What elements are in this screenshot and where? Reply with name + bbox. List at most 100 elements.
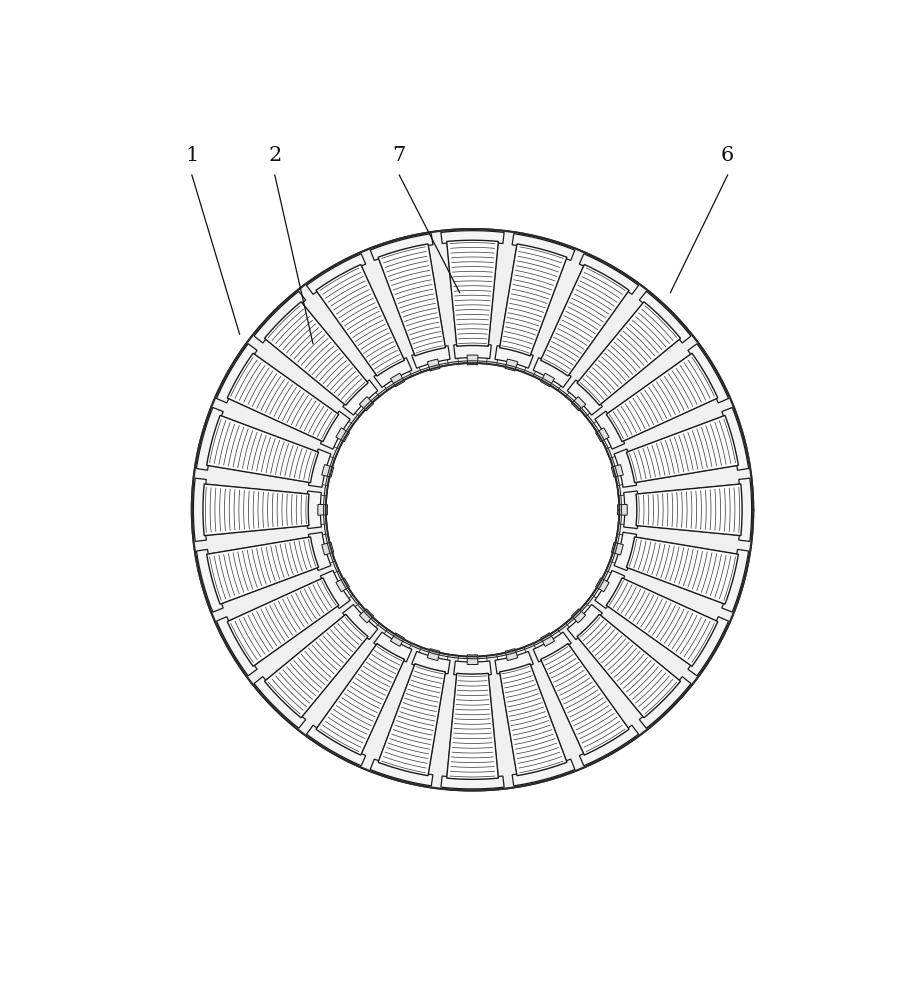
Polygon shape	[427, 649, 440, 661]
Polygon shape	[356, 247, 421, 376]
Polygon shape	[391, 633, 405, 646]
Polygon shape	[618, 504, 627, 515]
Polygon shape	[254, 677, 306, 728]
Polygon shape	[360, 397, 373, 411]
Polygon shape	[639, 291, 691, 343]
Polygon shape	[265, 302, 368, 405]
Polygon shape	[193, 524, 328, 556]
Polygon shape	[558, 623, 651, 738]
Polygon shape	[487, 655, 519, 789]
Polygon shape	[391, 373, 405, 387]
Polygon shape	[614, 532, 636, 571]
Polygon shape	[596, 578, 609, 592]
Polygon shape	[412, 651, 450, 674]
Polygon shape	[579, 254, 639, 294]
Polygon shape	[427, 359, 440, 371]
Polygon shape	[307, 491, 322, 529]
Polygon shape	[595, 570, 624, 608]
Polygon shape	[607, 353, 718, 442]
Polygon shape	[193, 463, 328, 496]
Polygon shape	[572, 397, 585, 411]
Polygon shape	[540, 644, 629, 755]
Polygon shape	[196, 549, 223, 612]
Polygon shape	[512, 759, 574, 786]
Polygon shape	[533, 632, 572, 662]
Polygon shape	[318, 504, 327, 515]
Polygon shape	[585, 331, 701, 425]
Polygon shape	[426, 655, 458, 789]
Polygon shape	[371, 759, 433, 786]
Polygon shape	[373, 632, 412, 662]
Polygon shape	[454, 344, 491, 359]
Polygon shape	[533, 358, 572, 387]
Polygon shape	[227, 353, 338, 442]
Polygon shape	[254, 291, 306, 343]
Polygon shape	[322, 465, 334, 477]
Polygon shape	[426, 230, 458, 365]
Circle shape	[325, 363, 620, 657]
Polygon shape	[639, 677, 691, 728]
Polygon shape	[196, 407, 223, 470]
Polygon shape	[356, 643, 421, 773]
Polygon shape	[524, 247, 589, 376]
Polygon shape	[607, 578, 718, 666]
Polygon shape	[567, 605, 602, 640]
Polygon shape	[467, 355, 478, 365]
Polygon shape	[611, 465, 623, 477]
Polygon shape	[265, 614, 368, 718]
Circle shape	[192, 229, 753, 791]
Polygon shape	[606, 561, 736, 626]
Polygon shape	[446, 240, 499, 346]
Polygon shape	[614, 449, 636, 487]
Polygon shape	[294, 623, 387, 738]
Text: 1: 1	[185, 146, 198, 165]
Polygon shape	[336, 428, 349, 442]
Polygon shape	[294, 281, 387, 397]
Polygon shape	[217, 617, 257, 676]
Polygon shape	[579, 725, 639, 766]
Polygon shape	[343, 380, 378, 415]
Polygon shape	[373, 358, 412, 387]
Polygon shape	[688, 344, 728, 403]
Polygon shape	[467, 655, 478, 664]
Polygon shape	[309, 449, 331, 487]
Polygon shape	[316, 265, 405, 376]
Polygon shape	[378, 664, 445, 776]
Polygon shape	[316, 644, 405, 755]
Polygon shape	[722, 549, 749, 612]
Polygon shape	[446, 673, 499, 779]
Polygon shape	[626, 537, 739, 604]
Polygon shape	[336, 578, 349, 592]
Polygon shape	[306, 725, 366, 766]
Polygon shape	[636, 484, 742, 536]
Polygon shape	[606, 393, 736, 458]
Polygon shape	[371, 234, 433, 260]
Polygon shape	[577, 614, 680, 718]
Polygon shape	[209, 561, 339, 626]
Polygon shape	[572, 609, 585, 623]
Polygon shape	[412, 346, 450, 368]
Polygon shape	[558, 281, 651, 397]
Polygon shape	[227, 578, 338, 666]
Polygon shape	[487, 230, 519, 365]
Polygon shape	[244, 595, 360, 688]
Polygon shape	[524, 643, 589, 773]
Polygon shape	[495, 651, 533, 674]
Polygon shape	[244, 331, 360, 425]
Polygon shape	[623, 491, 638, 529]
Polygon shape	[540, 633, 554, 646]
Polygon shape	[209, 393, 339, 458]
Polygon shape	[343, 605, 378, 640]
Polygon shape	[495, 346, 533, 368]
Polygon shape	[454, 661, 491, 676]
Polygon shape	[321, 570, 350, 608]
Polygon shape	[441, 231, 504, 244]
Polygon shape	[505, 649, 518, 661]
Text: 2: 2	[268, 146, 281, 165]
Polygon shape	[567, 380, 602, 415]
Polygon shape	[722, 407, 749, 470]
Polygon shape	[505, 359, 518, 371]
Polygon shape	[203, 484, 309, 536]
Text: 7: 7	[393, 146, 406, 165]
Polygon shape	[577, 302, 680, 405]
